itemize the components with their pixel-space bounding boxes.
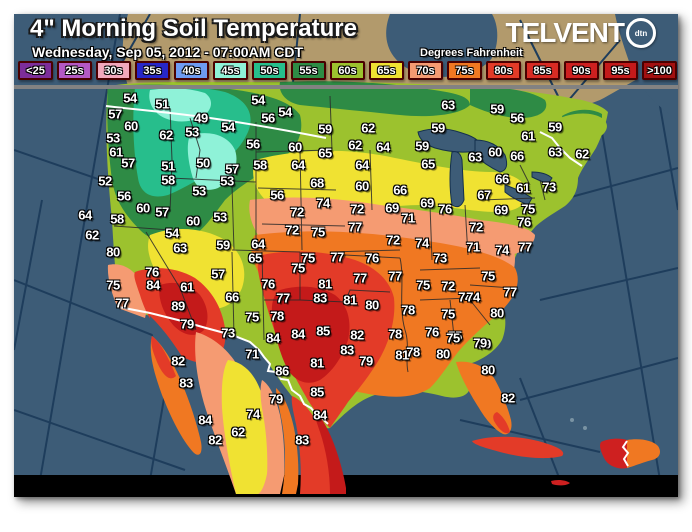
map-frame: 54 51 57 60 53 61 57 62 53 49 54 50 57 51 58 53 53 52 56 64…: [14, 14, 678, 497]
caribbean-islands: [472, 418, 660, 486]
legend-item: 60s: [330, 61, 365, 80]
temperature-legend: <25 25s 30s 35s 40s 45s 50s 55s 60s 65s 70s 75s 80s 8…: [18, 61, 678, 80]
legend-item: 45s: [213, 61, 248, 80]
legend-item: 35s: [135, 61, 170, 80]
mexico-bands: [195, 332, 346, 494]
state-borders: [113, 95, 546, 373]
legend-item: 85s: [525, 61, 560, 80]
legend-item: 25s: [57, 61, 92, 80]
great-lakes: [417, 128, 553, 208]
legend-item: 30s: [96, 61, 131, 80]
legend-item: 65s: [369, 61, 404, 80]
map-header: 4" Morning Soil Temperature Wednesday, S…: [14, 14, 678, 90]
legend-item: <25: [18, 61, 53, 80]
legend-item: 50s: [252, 61, 287, 80]
legend-item: 75s: [447, 61, 482, 80]
national-borders: [105, 105, 583, 425]
legend-item: 55s: [291, 61, 326, 80]
telvent-logo: TELVENT dtn: [506, 17, 656, 49]
dtn-badge-icon: dtn: [626, 18, 656, 48]
legend-item: 90s: [564, 61, 599, 80]
band-85s: [159, 282, 350, 383]
legend-divider: [14, 85, 678, 89]
legend-item: 80s: [486, 61, 521, 80]
legend-item: >100: [642, 61, 677, 80]
units-label: Degrees Fahrenheit: [420, 47, 523, 59]
map-title: 4" Morning Soil Temperature: [30, 15, 357, 42]
nova-scotia: [556, 113, 607, 143]
map-timestamp: Wednesday, Sep 05, 2012 - 07:00AM CDT: [32, 44, 304, 60]
legend-item: 95s: [603, 61, 638, 80]
legend-item: 40s: [174, 61, 209, 80]
telvent-wordmark: TELVENT: [505, 17, 625, 48]
bottom-black-bar: [14, 475, 678, 497]
gulf-of-california: [149, 316, 228, 452]
legend-item: 70s: [408, 61, 443, 80]
baja-north-red: [151, 336, 176, 379]
